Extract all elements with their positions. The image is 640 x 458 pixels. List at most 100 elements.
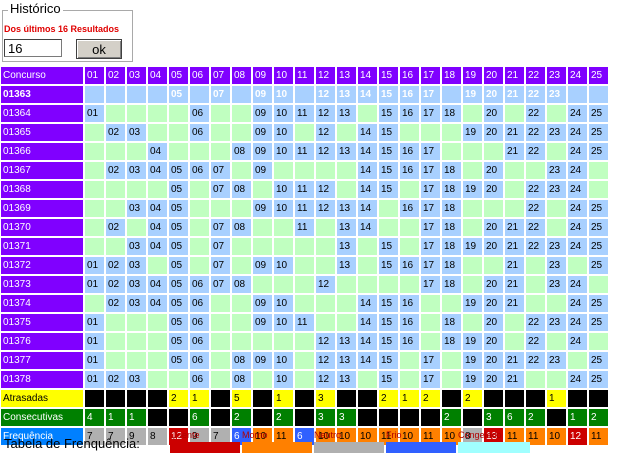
number-cell (231, 85, 252, 104)
legend-label: Neutro (314, 430, 342, 440)
draw-row[interactable]: 01374 02 03 04 05 06 09 10 14 15 16 19 20 21 24 25 (0, 294, 609, 313)
number-cell (420, 313, 441, 332)
number-cell: 24 (567, 180, 588, 199)
number-cell (525, 161, 546, 180)
concurso-label[interactable]: 01365 (0, 123, 84, 142)
number-cell: 24 (567, 123, 588, 142)
number-cell (210, 313, 231, 332)
concurso-label[interactable]: 01373 (0, 275, 84, 294)
number-cell (420, 123, 441, 142)
number-cell: 24 (567, 237, 588, 256)
concurso-label[interactable]: 01375 (0, 313, 84, 332)
atrasadas-cell: 1 (399, 389, 420, 408)
number-cell: 17 (420, 351, 441, 370)
legend-neutro: Neutro (314, 430, 384, 453)
consecutivas-cell (252, 408, 273, 427)
number-cell: 18 (441, 199, 462, 218)
number-cell (210, 142, 231, 161)
concurso-label[interactable]: 01366 (0, 142, 84, 161)
draw-row[interactable]: 01371 03 04 05 07 13 15 17 18 19 20 21 22 23 24 25 (0, 237, 609, 256)
number-cell: 13 (336, 104, 357, 123)
concurso-label[interactable]: 01369 (0, 199, 84, 218)
concurso-label[interactable]: 01364 (0, 104, 84, 123)
ok-button[interactable]: ok (76, 39, 122, 59)
number-cell: 23 (546, 256, 567, 275)
number-cell: 15 (378, 142, 399, 161)
number-cell (168, 142, 189, 161)
number-cell (294, 351, 315, 370)
number-cell (336, 161, 357, 180)
number-cell: 24 (567, 332, 588, 351)
number-cell (399, 370, 420, 389)
draw-row[interactable]: 01373 01 02 03 04 05 06 07 08 12 17 18 20 21 23 24 (0, 275, 609, 294)
number-cell (231, 123, 252, 142)
number-cell (252, 275, 273, 294)
number-cell: 08 (231, 142, 252, 161)
draw-row[interactable]: 01365 02 03 06 09 10 12 14 15 19 20 21 22 23 24 25 (0, 123, 609, 142)
number-cell: 11 (294, 218, 315, 237)
draw-row[interactable]: 01372 01 02 03 05 07 09 10 13 15 16 17 18 21 23 25 (0, 256, 609, 275)
concurso-label[interactable]: 01368 (0, 180, 84, 199)
results-count-input[interactable] (4, 39, 62, 57)
header-number: 06 (189, 66, 210, 85)
draw-row[interactable]: 01368 05 07 08 10 11 12 14 15 17 18 19 20 22 23 24 (0, 180, 609, 199)
concurso-label[interactable]: 01372 (0, 256, 84, 275)
number-cell: 07 (210, 237, 231, 256)
historico-subtitle: Dos últimos 16 Resultados (4, 24, 120, 34)
number-cell: 20 (483, 294, 504, 313)
draw-row[interactable]: 01377 01 05 06 08 09 10 12 13 14 15 17 19 20 21 22 23 25 (0, 351, 609, 370)
draw-row[interactable]: 01378 01 02 03 06 08 10 12 13 15 17 19 20 21 24 25 (0, 370, 609, 389)
number-cell (189, 237, 210, 256)
concurso-label[interactable]: 01378 (0, 370, 84, 389)
number-cell: 03 (126, 294, 147, 313)
concurso-label[interactable]: 01374 (0, 294, 84, 313)
legend-title: Tabela de Frenquência: (4, 436, 140, 451)
number-cell: 02 (105, 275, 126, 294)
draw-row[interactable]: 01376 01 05 06 12 13 14 15 16 18 19 20 22 24 (0, 332, 609, 351)
number-cell (126, 180, 147, 199)
frequencia-cell: 6 (231, 427, 252, 446)
number-cell (441, 85, 462, 104)
number-cell (357, 275, 378, 294)
number-cell (399, 218, 420, 237)
atrasadas-cell (441, 389, 462, 408)
concurso-label[interactable]: 01377 (0, 351, 84, 370)
number-cell: 19 (462, 180, 483, 199)
number-cell: 12 (315, 370, 336, 389)
number-cell (336, 123, 357, 142)
draw-row[interactable]: 01375 01 05 06 09 10 11 14 15 16 18 20 22 23 24 25 (0, 313, 609, 332)
number-cell: 22 (525, 199, 546, 218)
concurso-label[interactable]: 01376 (0, 332, 84, 351)
number-cell (441, 123, 462, 142)
draw-row[interactable]: 01369 03 04 05 09 10 11 12 13 14 16 17 18 22 24 25 (0, 199, 609, 218)
draw-row[interactable]: 01370 02 04 05 07 08 11 13 14 17 18 20 21 22 24 25 (0, 218, 609, 237)
header-number: 14 (357, 66, 378, 85)
number-cell (126, 351, 147, 370)
number-cell: 08 (231, 180, 252, 199)
number-cell (210, 104, 231, 123)
draw-row[interactable]: 01364 01 06 09 10 11 12 13 15 16 17 18 20 22 24 25 (0, 104, 609, 123)
number-cell: 23 (546, 161, 567, 180)
concurso-label[interactable]: 01367 (0, 161, 84, 180)
frequencia-row: Frequência 7 7 9 8 12 9 7 6 10 11 6 10 10 10 11 10 11 10 8 1… (0, 427, 609, 446)
draw-row[interactable]: 01363 05 07 09 10 12 13 14 15 16 17 19 20 21 22 23 (0, 85, 609, 104)
number-cell: 15 (378, 294, 399, 313)
number-cell (273, 218, 294, 237)
concurso-label[interactable]: 01370 (0, 218, 84, 237)
number-cell: 04 (147, 237, 168, 256)
number-cell (357, 237, 378, 256)
number-cell: 10 (273, 370, 294, 389)
concurso-label[interactable]: 01371 (0, 237, 84, 256)
number-cell (336, 294, 357, 313)
number-cell: 07 (210, 161, 231, 180)
consecutivas-cell (420, 408, 441, 427)
legend-label: Morno (242, 430, 268, 440)
concurso-label[interactable]: 01363 (0, 85, 84, 104)
number-cell (315, 313, 336, 332)
number-cell (147, 180, 168, 199)
legend-frio: Frio (386, 430, 456, 453)
number-cell: 25 (588, 199, 609, 218)
draw-row[interactable]: 01366 04 08 09 10 11 12 13 14 15 16 17 21 22 24 25 (0, 142, 609, 161)
draw-row[interactable]: 01367 02 03 04 05 06 07 09 14 15 16 17 18 20 23 24 (0, 161, 609, 180)
atrasadas-row: Atrasadas 2 1 5 1 3 2 1 2 2 1 (0, 389, 609, 408)
